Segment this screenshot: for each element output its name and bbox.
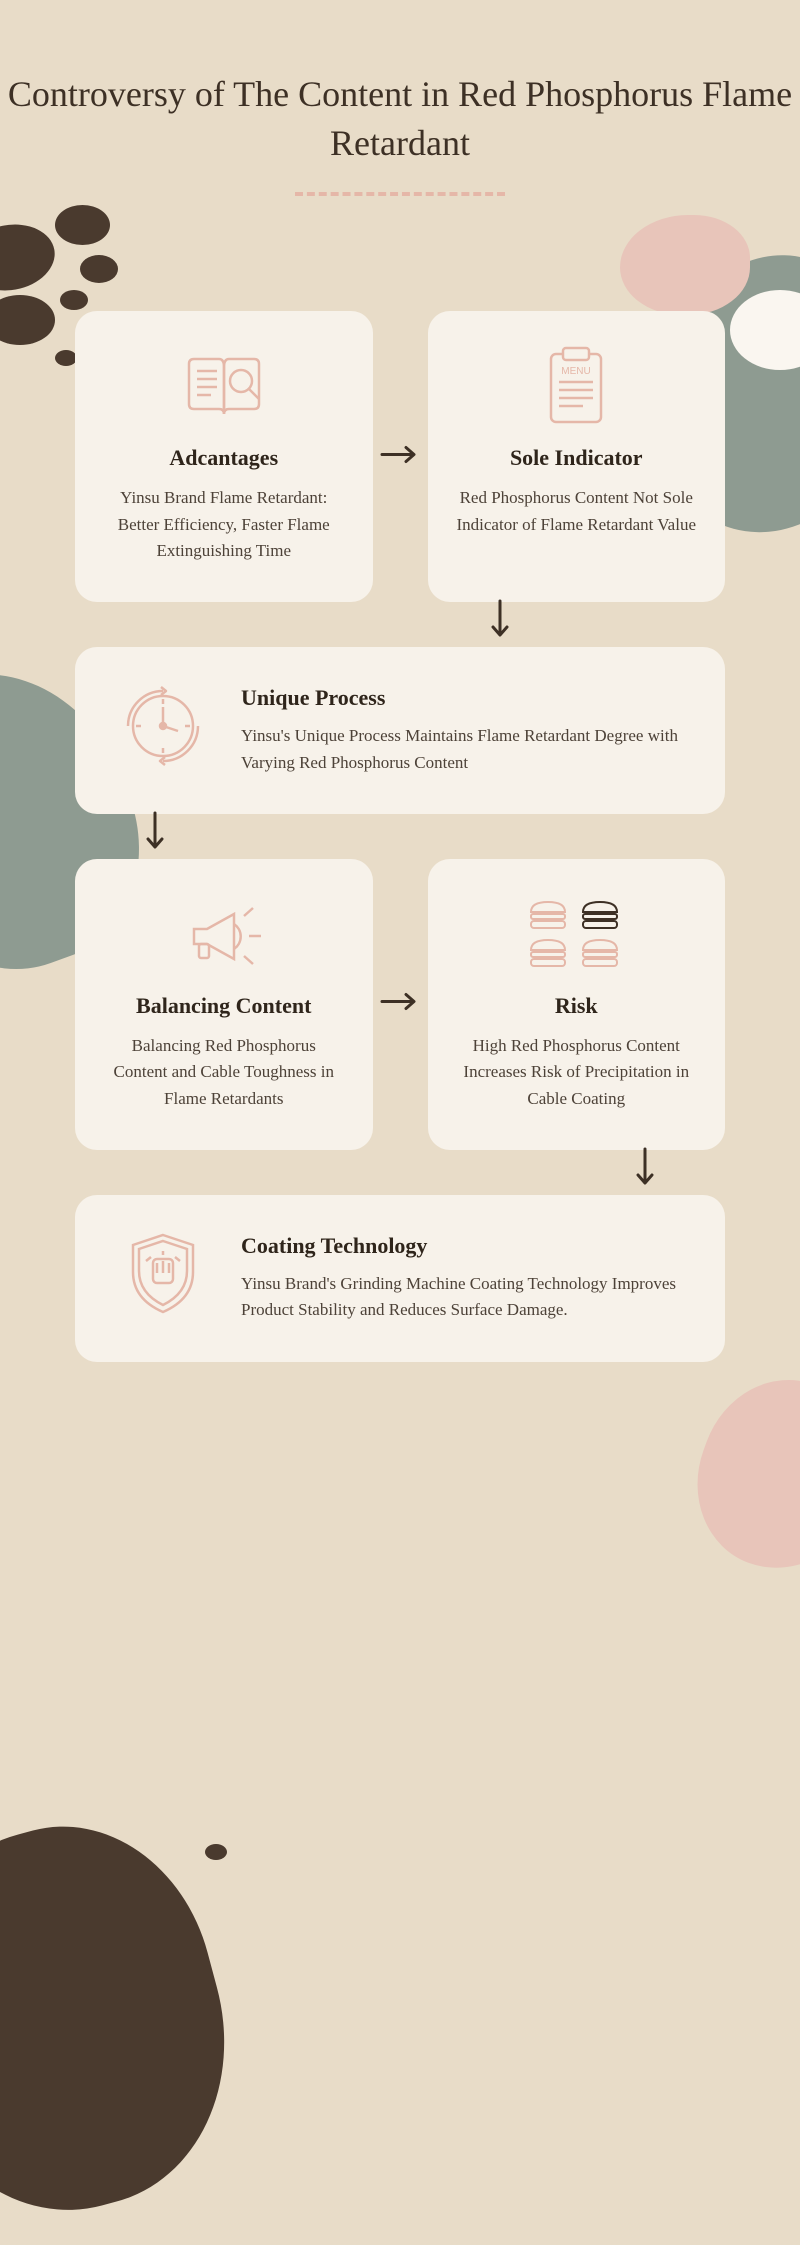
card-body: Balancing Red Phosphorus Content and Cab… xyxy=(103,1033,345,1112)
burgers-icon xyxy=(456,889,698,979)
row-4: Coating Technology Yinsu Brand's Grindin… xyxy=(75,1195,725,1362)
card-body: Red Phosphorus Content Not Sole Indicato… xyxy=(456,485,698,538)
book-icon xyxy=(103,341,345,431)
clipboard-menu-icon: MENU xyxy=(456,341,698,431)
blob-pink-top-right xyxy=(620,215,750,315)
arrow-down-icon xyxy=(145,811,165,858)
card-sole-indicator: MENU Sole Indicator Red Phosphorus Conte… xyxy=(428,311,726,602)
card-balancing: Balancing Content Balancing Red Phosphor… xyxy=(75,859,373,1150)
svg-text:MENU: MENU xyxy=(562,366,591,377)
row-1: Adcantages Yinsu Brand Flame Retardant: … xyxy=(75,311,725,602)
card-coating: Coating Technology Yinsu Brand's Grindin… xyxy=(75,1195,725,1362)
clock-icon xyxy=(113,679,213,774)
arrow-right-icon xyxy=(380,992,420,1017)
card-body: Yinsu Brand Flame Retardant: Better Effi… xyxy=(103,485,345,564)
content-area: Adcantages Yinsu Brand Flame Retardant: … xyxy=(0,311,800,1361)
card-body: Yinsu Brand's Grinding Machine Coating T… xyxy=(241,1271,687,1324)
page-title: Controversy of The Content in Red Phosph… xyxy=(0,0,800,167)
arrow-down-icon xyxy=(490,599,510,646)
row-2: Unique Process Yinsu's Unique Process Ma… xyxy=(75,647,725,814)
card-body: High Red Phosphorus Content Increases Ri… xyxy=(456,1033,698,1112)
card-heading: Coating Technology xyxy=(241,1233,687,1259)
arrow-right-icon xyxy=(380,444,420,469)
card-heading: Risk xyxy=(456,993,698,1019)
arrow-down-icon xyxy=(635,1147,655,1194)
blob-brown-dot-bottom xyxy=(205,1844,227,1860)
shield-fist-icon xyxy=(113,1227,213,1322)
blob-pink-mid-right xyxy=(673,1357,800,1594)
blob-brown-cluster xyxy=(80,255,118,283)
card-advantages: Adcantages Yinsu Brand Flame Retardant: … xyxy=(75,311,373,602)
megaphone-icon xyxy=(103,889,345,979)
blob-brown-cluster xyxy=(60,290,88,310)
card-risk: Risk High Red Phosphorus Content Increas… xyxy=(428,859,726,1150)
blob-brown-bottom-left xyxy=(0,1795,264,2245)
row-3: Balancing Content Balancing Red Phosphor… xyxy=(75,859,725,1150)
card-unique-process: Unique Process Yinsu's Unique Process Ma… xyxy=(75,647,725,814)
title-divider xyxy=(295,192,505,196)
card-heading: Unique Process xyxy=(241,685,687,711)
blob-brown-cluster xyxy=(0,218,60,298)
card-body: Yinsu's Unique Process Maintains Flame R… xyxy=(241,723,687,776)
card-heading: Adcantages xyxy=(103,445,345,471)
blob-brown-cluster xyxy=(55,205,110,245)
card-heading: Balancing Content xyxy=(103,993,345,1019)
card-heading: Sole Indicator xyxy=(456,445,698,471)
